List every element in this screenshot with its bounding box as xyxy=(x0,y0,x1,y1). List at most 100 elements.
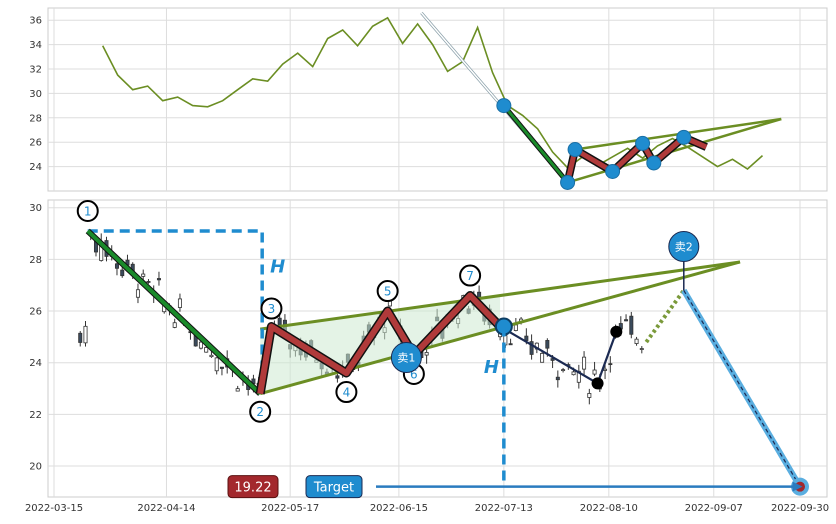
bottom-xtick-label: 2022-03-15 xyxy=(25,503,83,514)
candle-body xyxy=(582,356,587,370)
bottom-trendline xyxy=(259,260,741,331)
top-price-line xyxy=(101,16,764,171)
candle-body xyxy=(83,325,88,344)
sell-marker-label: 卖1 xyxy=(397,352,415,365)
bottom-xtick-label: 2022-07-13 xyxy=(475,503,533,514)
breakout-high-dot xyxy=(610,325,623,338)
candle-body xyxy=(629,315,634,335)
h-measure-2-label: H xyxy=(484,357,499,378)
pattern-point-label: 4 xyxy=(343,386,351,400)
top-ytick-label: 34 xyxy=(29,40,42,51)
candle-body xyxy=(78,332,83,343)
pattern-point-marker xyxy=(260,297,283,320)
pattern-point-marker xyxy=(335,381,358,404)
candle-body xyxy=(603,368,608,371)
target-value-text: 19.22 xyxy=(234,481,271,496)
candle-body xyxy=(209,354,214,358)
sell-marker xyxy=(390,342,422,374)
target-arrow-head xyxy=(792,481,803,492)
top-pattern-point xyxy=(646,155,662,171)
pattern-point-marker xyxy=(459,264,482,287)
candle-body xyxy=(555,376,560,381)
target-label-badge xyxy=(305,475,363,499)
candle-body xyxy=(561,369,566,372)
top-pattern-point xyxy=(676,129,692,145)
h-measure-label: H xyxy=(270,256,285,277)
candle-body xyxy=(219,366,224,369)
bottom-ytick-label: 20 xyxy=(29,462,42,473)
pattern-point-label: 5 xyxy=(384,285,392,299)
bottom-xtick-label: 2022-09-30 xyxy=(771,503,829,514)
top-ytick-label: 26 xyxy=(29,138,42,149)
candle-body xyxy=(571,371,576,376)
candle-body xyxy=(550,358,555,361)
top-trendline xyxy=(567,117,782,184)
pattern-point-label: 6 xyxy=(410,367,418,381)
target-label-text: Target xyxy=(313,481,354,496)
pattern-point-label: 1 xyxy=(84,204,92,218)
top-pattern-point xyxy=(560,174,576,190)
top-ytick-label: 24 xyxy=(29,162,42,173)
candle-body xyxy=(592,369,597,375)
candle-body xyxy=(114,263,119,269)
top-ytick-label: 36 xyxy=(29,16,42,27)
bottom-xtick-label: 2022-04-14 xyxy=(137,503,195,514)
bottom-ytick-label: 30 xyxy=(29,203,42,214)
candle-body xyxy=(335,375,340,379)
candle-body xyxy=(529,341,534,355)
candle-body xyxy=(146,281,151,283)
projection-dash xyxy=(644,289,686,344)
pattern-zigzag xyxy=(257,292,503,395)
candle-body xyxy=(204,347,209,353)
breakout-low-dot xyxy=(591,377,604,390)
pattern-leg xyxy=(86,229,262,396)
bottom-ytick-label: 28 xyxy=(29,255,42,266)
candle-body xyxy=(587,393,592,398)
candle-body xyxy=(135,289,140,298)
candle-body xyxy=(524,335,529,341)
candle-body xyxy=(513,324,518,331)
pattern-point-marker xyxy=(76,199,99,222)
sell-marker-label: 卖2 xyxy=(675,240,693,253)
bottom-xtick-label: 2022-06-15 xyxy=(370,503,428,514)
triangle-fill xyxy=(260,295,501,394)
pattern-point-marker xyxy=(376,280,399,303)
top-panel-frame xyxy=(47,7,828,192)
bottom-xtick-label: 2022-08-10 xyxy=(580,503,638,514)
top-ytick-label: 28 xyxy=(29,113,42,124)
pattern-point-marker xyxy=(249,400,272,423)
candle-body xyxy=(235,388,240,392)
candle-body xyxy=(634,338,639,344)
bottom-ytick-label: 26 xyxy=(29,307,42,318)
candle-body xyxy=(424,352,429,356)
pattern-point-label: 2 xyxy=(256,405,264,419)
bottom-xtick-label: 2022-09-07 xyxy=(685,503,743,514)
candle-body xyxy=(198,341,203,349)
pattern-point-label: 7 xyxy=(466,269,474,283)
candle-body xyxy=(156,278,161,281)
candle-body xyxy=(545,340,550,349)
candle-body xyxy=(172,322,177,328)
top-ytick-label: 32 xyxy=(29,65,42,76)
top-pattern-leg xyxy=(502,104,569,184)
top-pattern-point xyxy=(496,98,512,114)
sell-marker xyxy=(668,230,700,262)
candle-body xyxy=(141,273,146,277)
bottom-ytick-label: 24 xyxy=(29,358,42,369)
candle-body xyxy=(214,357,219,372)
pattern-point-label: 3 xyxy=(268,302,276,316)
target-path-center xyxy=(683,290,801,487)
top-pattern-point xyxy=(635,135,651,151)
bottom-ytick-label: 22 xyxy=(29,410,42,421)
bottom-xtick-label: 2022-05-17 xyxy=(261,503,319,514)
candle-body xyxy=(624,319,629,322)
top-pattern-point xyxy=(605,163,621,179)
candle-body xyxy=(639,348,644,350)
candle-body xyxy=(540,353,545,363)
top-ytick-label: 30 xyxy=(29,89,42,100)
candle-body xyxy=(177,298,182,308)
candle-body xyxy=(608,363,613,366)
bottom-panel-frame xyxy=(47,199,828,498)
